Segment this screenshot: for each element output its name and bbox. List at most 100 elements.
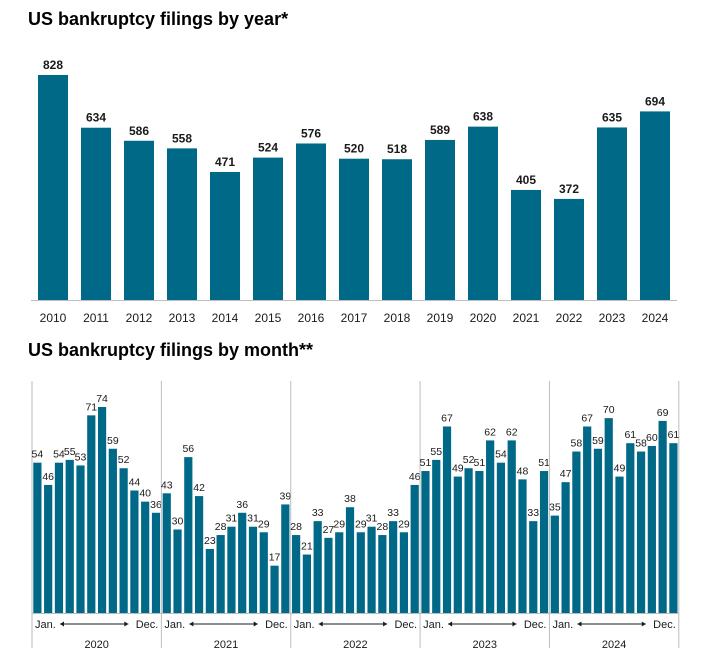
value-label-2023-5: 52 — [463, 454, 475, 466]
year-label-2024: 2024 — [602, 639, 626, 651]
arrow-right-icon — [124, 621, 129, 627]
value-label-2022-4: 27 — [323, 524, 335, 536]
bar-month-2020-9 — [119, 468, 128, 613]
value-label-2023-1: 51 — [420, 457, 432, 469]
arrow-left-icon — [189, 621, 194, 627]
value-label-2022-6: 38 — [344, 493, 356, 505]
bar-month-2023-3 — [442, 426, 452, 613]
chart-title-monthly: US bankruptcy filings by month** — [28, 340, 314, 360]
bar-year-2011 — [81, 127, 111, 300]
bar-month-2022-11 — [399, 532, 409, 613]
bar-month-2024-12 — [669, 443, 678, 613]
bar-month-2023-12 — [539, 471, 549, 613]
value-label-2021-1: 43 — [161, 479, 173, 491]
value-label-2020-2: 46 — [42, 471, 54, 483]
value-label-2021-4: 42 — [193, 482, 205, 494]
arrow-left-icon — [448, 621, 453, 627]
bar-month-2022-1 — [292, 535, 301, 613]
value-label-2023-8: 54 — [495, 449, 507, 461]
value-label-2024-11: 69 — [657, 407, 669, 419]
bar-month-2020-6 — [87, 415, 96, 613]
value-label-2020-11: 40 — [139, 488, 151, 500]
value-label-2022-11: 29 — [398, 518, 410, 530]
bar-month-2024-4 — [583, 426, 592, 613]
value-label-2022-5: 29 — [333, 518, 345, 530]
bar-month-2021-4 — [194, 496, 204, 613]
value-label-2023-10: 48 — [517, 465, 529, 477]
value-label-year-2012: 586 — [129, 124, 149, 138]
dec-label-2023: Dec. — [524, 619, 547, 631]
value-label-2021-2: 30 — [172, 515, 184, 527]
bar-month-2023-9 — [507, 440, 516, 613]
value-label-2021-11: 17 — [269, 552, 281, 564]
value-label-2020-4: 55 — [64, 446, 76, 458]
value-label-year-2020: 638 — [473, 110, 493, 124]
tick-label-2019: 2019 — [427, 311, 454, 325]
tick-label-2014: 2014 — [212, 311, 239, 325]
value-label-2023-2: 55 — [430, 446, 442, 458]
bar-month-2021-9 — [248, 526, 258, 613]
bar-month-2024-7 — [615, 476, 624, 613]
bar-month-2022-12 — [410, 484, 419, 613]
bar-year-2013 — [167, 148, 197, 300]
value-label-2024-6: 70 — [603, 404, 615, 416]
value-label-2022-9: 28 — [377, 521, 389, 533]
bar-month-2021-1 — [162, 493, 171, 613]
bar-month-2022-7 — [356, 532, 365, 613]
dec-label-2024: Dec. — [653, 619, 676, 631]
tick-label-2021: 2021 — [513, 311, 540, 325]
value-label-2021-7: 31 — [226, 513, 238, 525]
bar-month-2024-10 — [647, 445, 656, 613]
bar-month-2023-2 — [432, 459, 441, 613]
bar-month-2023-8 — [496, 462, 506, 613]
value-label-year-2017: 520 — [344, 142, 364, 156]
bar-month-2023-11 — [529, 521, 538, 613]
jan-label-2020: Jan. — [35, 619, 56, 631]
bar-year-2010 — [38, 75, 68, 300]
bar-month-2024-11 — [658, 420, 667, 613]
bar-month-2024-1 — [550, 515, 559, 613]
arrow-right-icon — [253, 621, 258, 627]
bar-year-2024 — [640, 111, 670, 300]
bar-month-2020-3 — [54, 462, 64, 613]
bar-month-2020-8 — [108, 448, 117, 613]
value-label-2020-12: 36 — [150, 499, 162, 511]
year-label-2021: 2021 — [214, 639, 238, 651]
value-label-2024-2: 47 — [560, 468, 572, 480]
bar-month-2021-10 — [259, 532, 268, 613]
value-label-2020-9: 52 — [118, 454, 130, 466]
value-label-2021-10: 29 — [258, 518, 270, 530]
value-label-2021-6: 28 — [215, 521, 227, 533]
value-label-year-2011: 634 — [86, 111, 106, 125]
bar-month-2021-12 — [281, 504, 290, 613]
tick-label-2015: 2015 — [255, 311, 282, 325]
bar-month-2020-2 — [44, 484, 53, 613]
value-label-2023-3: 67 — [441, 412, 453, 424]
value-label-2022-8: 31 — [366, 513, 378, 525]
bar-year-2017 — [339, 158, 369, 300]
bar-month-2021-6 — [216, 535, 225, 613]
bar-month-2021-8 — [238, 512, 247, 613]
tick-label-2013: 2013 — [169, 311, 196, 325]
bar-month-2021-7 — [227, 526, 236, 613]
arrow-left-icon — [577, 621, 582, 627]
bar-year-2019 — [425, 139, 455, 300]
tick-label-2020: 2020 — [470, 311, 497, 325]
value-label-2022-10: 33 — [387, 507, 399, 519]
chart-title-yearly: US bankruptcy filings by year* — [28, 9, 289, 29]
value-label-2020-10: 44 — [129, 477, 141, 489]
value-label-2024-8: 61 — [624, 429, 636, 441]
value-label-2021-8: 36 — [236, 499, 248, 511]
dec-label-2022: Dec. — [394, 619, 417, 631]
bar-year-2022 — [554, 198, 584, 300]
year-label-2020: 2020 — [84, 639, 108, 651]
value-label-2020-5: 53 — [75, 451, 87, 463]
bar-month-2024-3 — [572, 451, 581, 613]
bar-month-2022-10 — [389, 521, 398, 613]
value-label-year-2022: 372 — [559, 182, 579, 196]
tick-label-2016: 2016 — [298, 311, 325, 325]
value-label-2020-8: 59 — [107, 435, 119, 447]
jan-label-2024: Jan. — [552, 619, 573, 631]
bar-month-2022-4 — [324, 537, 333, 613]
bar-month-2024-2 — [561, 482, 570, 613]
